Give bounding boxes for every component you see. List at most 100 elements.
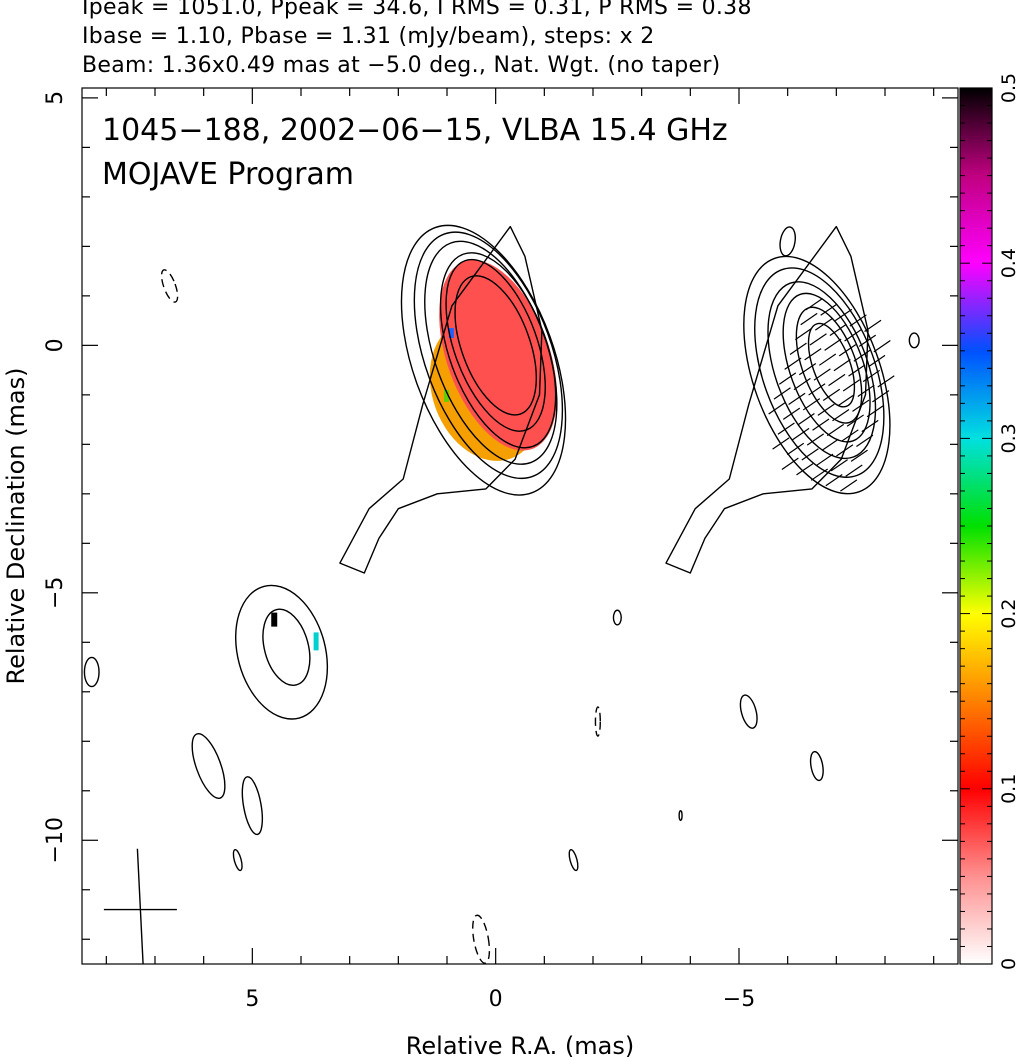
contour-right xyxy=(767,281,877,460)
dashed-contour xyxy=(594,706,601,737)
evpa-vector xyxy=(866,404,884,418)
evpa-vector xyxy=(825,473,843,487)
pol-fill-black-pixel xyxy=(271,612,278,627)
jet-outline-left xyxy=(339,225,543,574)
header-line-3: Beam: 1.36x0.49 mas at −5.0 deg., Nat. W… xyxy=(82,53,721,78)
evpa-vector xyxy=(793,377,811,391)
evpa-vector xyxy=(788,392,806,406)
evpa-vector xyxy=(781,457,799,470)
evpa-vector xyxy=(772,437,790,450)
colorbar-tick-label: 0.3 xyxy=(998,423,1020,453)
contour-left xyxy=(413,231,564,480)
evpa-vector xyxy=(821,438,839,452)
evpa-vector xyxy=(868,354,886,368)
plot-content xyxy=(83,224,920,964)
colorbar-gradient xyxy=(960,88,992,964)
y-tick-label: 0 xyxy=(43,338,68,352)
contour-right xyxy=(754,267,885,478)
colorbar-ticks: 0 0.1 0.2 0.3 0.4 0.5 xyxy=(960,73,1020,970)
evpa-vector xyxy=(877,375,895,388)
contour-right xyxy=(809,750,824,782)
beam-marker xyxy=(103,848,177,964)
evpa-vector xyxy=(861,419,879,433)
evpa-vector xyxy=(784,357,802,370)
contour-right xyxy=(782,292,871,443)
evpa-vector xyxy=(789,342,807,355)
evpa-vector xyxy=(796,463,814,476)
colorbar-tick-label: 0 xyxy=(998,958,1020,970)
evpa-vector xyxy=(864,319,882,333)
evpa-vector xyxy=(836,444,854,457)
evpa-vector xyxy=(817,403,835,416)
contour-left xyxy=(262,608,311,686)
evpa-vector xyxy=(813,368,831,381)
evpa-vector xyxy=(810,468,828,481)
header-line-2: Ibase = 1.10, Pbase = 1.31 (mJy/beam), s… xyxy=(82,24,655,49)
evpa-vector xyxy=(840,479,858,492)
colorbar-tick-label: 0.5 xyxy=(998,73,1020,103)
colorbar-tick-label: 0.2 xyxy=(998,598,1020,628)
pol-fill-green-pixel xyxy=(444,389,449,402)
evpa-vector xyxy=(830,459,848,472)
evpa-vector xyxy=(826,423,845,437)
evpa-vector xyxy=(872,390,890,403)
evpa-vector xyxy=(804,348,822,361)
evpa-vector xyxy=(828,373,846,387)
contour-right xyxy=(568,848,579,872)
y-axis-label: Relative Declination (mas) xyxy=(2,367,30,684)
evpa-vector xyxy=(833,358,851,372)
evpa-vector xyxy=(818,353,837,366)
evpa-vector xyxy=(846,414,864,427)
evpa-vector xyxy=(800,312,818,326)
colorbar-tick-label: 0.4 xyxy=(998,248,1020,278)
chart-title-line-2: MOJAVE Program xyxy=(102,157,354,192)
evpa-vector xyxy=(802,398,821,411)
evpa-vector xyxy=(873,340,891,353)
contour-left xyxy=(234,584,329,720)
evpa-vector xyxy=(838,344,857,357)
contour-right xyxy=(807,322,856,408)
y-tick-label: −10 xyxy=(43,817,68,863)
evpa-vector xyxy=(777,422,795,435)
chart-title-line-1: 1045−188, 2002−06−15, VLBA 15.4 GHz xyxy=(102,113,728,148)
contour-right xyxy=(678,809,683,822)
evpa-vector xyxy=(786,442,805,456)
evpa-vector xyxy=(814,318,833,331)
contour-right xyxy=(739,694,758,729)
contour-left xyxy=(400,224,567,496)
evpa-vector xyxy=(798,362,817,376)
tick-labels: 5 0 −5 5 0 −5 −10 xyxy=(43,91,755,1012)
evpa-vector xyxy=(822,388,841,401)
evpa-vector xyxy=(812,418,830,431)
evpa-vector-group xyxy=(768,298,895,492)
evpa-vector xyxy=(778,372,797,385)
evpa-vector xyxy=(832,409,850,422)
colorbar: 0 0.1 0.2 0.3 0.4 0.5 xyxy=(959,73,1020,970)
axis-ticks xyxy=(82,88,958,964)
evpa-vector xyxy=(857,384,875,397)
contour-right xyxy=(908,332,920,349)
evpa-vector xyxy=(829,323,847,337)
evpa-vector xyxy=(773,387,791,400)
x-tick-label: −5 xyxy=(723,987,755,1012)
evpa-vector xyxy=(856,434,874,448)
evpa-vector xyxy=(797,413,815,426)
evpa-vector xyxy=(841,429,859,442)
dashed-contour xyxy=(160,269,179,303)
contour-right xyxy=(779,226,796,257)
evpa-vector xyxy=(853,349,871,362)
contour-left xyxy=(83,656,100,688)
evpa-vector xyxy=(824,338,842,351)
pol-fill-blue-pixel xyxy=(448,328,454,339)
dashed-contour xyxy=(472,914,491,964)
evpa-vector xyxy=(845,464,863,477)
y-tick-label: −5 xyxy=(43,577,68,609)
evpa-vector xyxy=(816,453,834,466)
evpa-vector xyxy=(834,308,853,322)
evpa-vector xyxy=(842,379,861,392)
colorbar-tick-label: 0.1 xyxy=(998,774,1020,804)
y-tick-label: 5 xyxy=(43,91,68,105)
evpa-vector xyxy=(808,383,826,396)
evpa-vector xyxy=(805,298,823,311)
